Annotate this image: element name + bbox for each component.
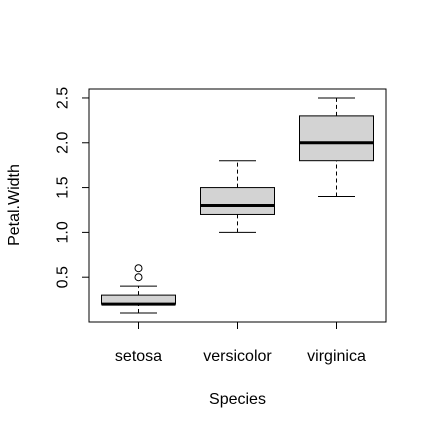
x-tick-label: setosa [115, 348, 162, 365]
box-iqr [299, 115, 374, 162]
outlier-point [134, 273, 143, 282]
y-axis: 0.5 1.0 1.5 2.0 2.5 [55, 87, 90, 288]
x-axis-label: Species [209, 391, 266, 408]
outlier-point [134, 264, 143, 273]
box-versicolor [200, 160, 275, 233]
x-tick-label: virginica [307, 348, 366, 365]
y-tick-label: 0.5 [55, 266, 72, 288]
y-tick-label: 1.0 [55, 221, 72, 243]
y-tick-label: 2.5 [55, 87, 72, 109]
y-tick-label: 2.0 [55, 132, 72, 154]
x-axis: setosa versicolor virginica [115, 321, 366, 365]
x-tick-label: versicolor [203, 348, 272, 365]
y-axis-label: Petal.Width [6, 164, 23, 246]
box-setosa [101, 264, 176, 314]
box-iqr [200, 187, 275, 215]
box-group [101, 97, 374, 314]
y-tick-label: 1.5 [55, 176, 72, 198]
box-virginica [299, 97, 374, 198]
